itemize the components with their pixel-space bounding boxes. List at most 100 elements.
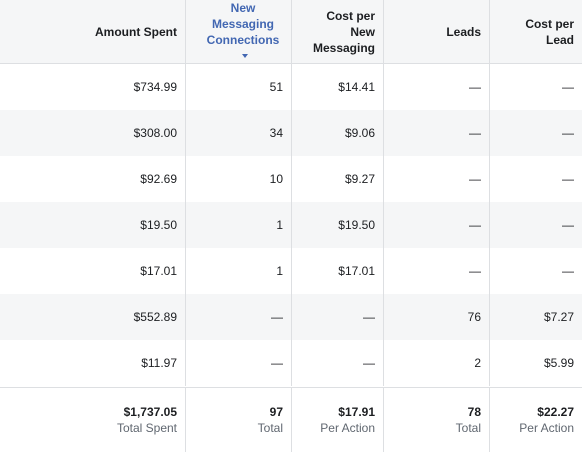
table-cell: — — [490, 248, 582, 294]
table-row: $11.97 — — 2 $5.99 — [0, 340, 582, 386]
table-cell: 1 — [186, 202, 292, 248]
total-value: $17.91 — [338, 405, 375, 419]
cell-value: 10 — [269, 172, 283, 186]
cell-value: $14.41 — [338, 80, 375, 94]
table-header: Amount Spent New Messaging Connections C… — [0, 0, 582, 64]
table-cell: $552.89 — [0, 294, 186, 340]
table-cell: 51 — [186, 64, 292, 110]
table-cell: 1 — [186, 248, 292, 294]
table-cell: $308.00 — [0, 110, 186, 156]
cell-value: — — [562, 218, 574, 232]
table-cell: — — [490, 110, 582, 156]
column-header-label: New Messaging Connections — [206, 0, 280, 47]
table-cell: — — [490, 202, 582, 248]
table-cell: 10 — [186, 156, 292, 202]
cell-value: $9.27 — [344, 172, 375, 186]
cell-value: $19.50 — [140, 218, 177, 232]
table-cell: $9.27 — [292, 156, 384, 202]
total-label: Per Action — [519, 421, 574, 435]
table-cell: — — [292, 294, 384, 340]
column-header-label: Cost per Lead — [525, 16, 574, 47]
table-row: $734.99 51 $14.41 — — — [0, 64, 582, 110]
table-cell: $11.97 — [0, 340, 186, 386]
column-header-new-messaging-connections[interactable]: New Messaging Connections — [186, 0, 292, 63]
column-header-label: Cost per New Messaging — [312, 8, 375, 55]
column-header-label: Leads — [446, 24, 481, 39]
table-cell: $19.50 — [292, 202, 384, 248]
column-header-label: Amount Spent — [95, 24, 177, 39]
table-cell: 76 — [384, 294, 490, 340]
cell-value: — — [469, 80, 481, 94]
table-row: $552.89 — — 76 $7.27 — [0, 294, 582, 340]
cell-value: $7.27 — [543, 310, 574, 324]
cell-value: 1 — [276, 218, 283, 232]
cell-value: — — [562, 264, 574, 278]
total-cell: $22.27 Per Action — [490, 388, 582, 452]
cell-value: 51 — [269, 80, 283, 94]
cell-value: $734.99 — [133, 80, 177, 94]
table-cell: — — [384, 202, 490, 248]
cell-value: $17.01 — [338, 264, 375, 278]
table-cell: $9.06 — [292, 110, 384, 156]
table-cell: — — [490, 156, 582, 202]
total-cell: 78 Total — [384, 388, 490, 452]
cell-value: — — [469, 172, 481, 186]
cell-value: $19.50 — [338, 218, 375, 232]
cell-value: — — [271, 356, 283, 370]
table-cell: — — [384, 156, 490, 202]
table-cell: $17.01 — [0, 248, 186, 294]
cell-value: — — [562, 172, 574, 186]
total-label: Total — [257, 421, 283, 435]
cell-value: $17.01 — [140, 264, 177, 278]
total-cell: $17.91 Per Action — [292, 388, 384, 452]
cell-value: 34 — [269, 126, 283, 140]
table-cell: $17.01 — [292, 248, 384, 294]
table-row: $308.00 34 $9.06 — — — [0, 110, 582, 156]
total-value: 97 — [269, 405, 283, 419]
table-row: $19.50 1 $19.50 — — — [0, 202, 582, 248]
cell-value: 76 — [467, 310, 481, 324]
table-cell: — — [384, 64, 490, 110]
total-value: 78 — [467, 405, 481, 419]
cell-value: — — [271, 310, 283, 324]
table-cell: $14.41 — [292, 64, 384, 110]
table-cell: — — [292, 340, 384, 386]
cell-value: $5.99 — [543, 356, 574, 370]
cell-value: — — [469, 218, 481, 232]
total-label: Per Action — [320, 421, 375, 435]
table-cell: $19.50 — [0, 202, 186, 248]
column-header-label-wrap: New Messaging Connections — [203, 0, 283, 64]
column-header-amount-spent[interactable]: Amount Spent — [0, 0, 186, 63]
totals-row: $1,737.05 Total Spent 97 Total $17.91 Per A… — [0, 387, 582, 452]
caret-down-icon — [242, 54, 248, 59]
table-cell: — — [384, 248, 490, 294]
column-header-cost-per-lead[interactable]: Cost per Lead — [490, 0, 582, 63]
total-value: $22.27 — [537, 405, 574, 419]
table-row: $92.69 10 $9.27 — — — [0, 156, 582, 202]
table-cell: — — [186, 340, 292, 386]
cell-value: $308.00 — [133, 126, 177, 140]
total-label: Total — [455, 421, 481, 435]
cell-value: — — [363, 356, 375, 370]
table-cell: $5.99 — [490, 340, 582, 386]
cell-value: 1 — [276, 264, 283, 278]
cell-value: — — [363, 310, 375, 324]
cell-value: $92.69 — [140, 172, 177, 186]
table-row: $17.01 1 $17.01 — — — [0, 248, 582, 294]
table-cell: — — [490, 64, 582, 110]
cell-value: 2 — [474, 356, 481, 370]
total-label: Total Spent — [116, 421, 177, 435]
column-header-leads[interactable]: Leads — [384, 0, 490, 63]
table-cell: 34 — [186, 110, 292, 156]
cell-value: $552.89 — [133, 310, 177, 324]
table-cell: 2 — [384, 340, 490, 386]
total-value: $1,737.05 — [123, 405, 177, 419]
cell-value: $11.97 — [141, 356, 177, 370]
column-header-cost-per-new-messaging[interactable]: Cost per New Messaging — [292, 0, 384, 63]
table-cell: — — [186, 294, 292, 340]
cell-value: — — [469, 126, 481, 140]
table-cell: $734.99 — [0, 64, 186, 110]
table-cell: $92.69 — [0, 156, 186, 202]
total-cell: 97 Total — [186, 388, 292, 452]
